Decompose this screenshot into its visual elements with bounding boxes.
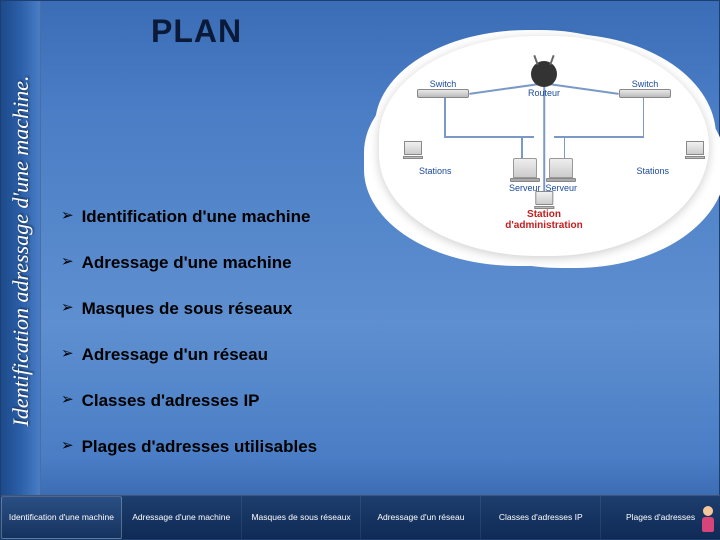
bullet-text: Plages d'adresses utilisables <box>82 436 318 458</box>
bullet-list: ➢ Identification d'une machine ➢ Adressa… <box>61 206 441 483</box>
switch-icon <box>417 89 469 98</box>
switch-icon <box>619 89 671 98</box>
admin-label-1: Station <box>505 209 582 220</box>
bullet-arrow-icon: ➢ <box>61 252 74 272</box>
admin-station: Station d'administration <box>505 191 582 231</box>
station-icon <box>403 141 423 159</box>
nav-item-adressage-reseau[interactable]: Adressage d'un réseau <box>361 496 481 539</box>
net-line <box>444 96 446 138</box>
stations-label: Stations <box>636 166 669 176</box>
switch-label: Switch <box>619 79 671 89</box>
station-icon <box>685 141 705 159</box>
station-icon <box>535 191 553 205</box>
nav-label: Masques de sous réseaux <box>251 512 350 522</box>
net-line <box>521 136 523 158</box>
sidebar: Identification adressage d'une machine. <box>1 1 41 496</box>
nav-item-masques[interactable]: Masques de sous réseaux <box>242 496 362 539</box>
bullet-arrow-icon: ➢ <box>61 206 74 226</box>
server-right: Serveur <box>545 158 577 193</box>
router-node: Routeur <box>528 61 560 98</box>
bullet-text: Identification d'une machine <box>82 206 311 228</box>
nav-item-adressage-machine[interactable]: Adressage d'une machine <box>122 496 242 539</box>
switch-label: Switch <box>417 79 469 89</box>
nav-label: Classes d'adresses IP <box>499 512 583 522</box>
nav-label: Plages d'adresses <box>626 512 695 522</box>
bullet-item: ➢ Masques de sous réseaux <box>61 298 441 320</box>
nav-label: Identification d'une machine <box>9 512 114 522</box>
net-line <box>643 96 645 138</box>
net-line <box>554 136 644 138</box>
bullet-text: Adressage d'une machine <box>82 252 292 274</box>
bullet-text: Adressage d'un réseau <box>82 344 268 366</box>
server-icon <box>513 158 537 178</box>
bullet-item: ➢ Identification d'une machine <box>61 206 441 228</box>
slide-title: PLAN <box>151 13 242 50</box>
bullet-item: ➢ Adressage d'une machine <box>61 252 441 274</box>
bullet-arrow-icon: ➢ <box>61 436 74 456</box>
bullet-arrow-icon: ➢ <box>61 390 74 410</box>
router-label: Routeur <box>528 88 560 98</box>
sidebar-title: Identification adressage d'une machine. <box>8 76 34 427</box>
switch-right: Switch <box>619 78 671 98</box>
nav-label: Adressage d'une machine <box>132 512 230 522</box>
bottom-nav: Identification d'une machine Adressage d… <box>1 495 720 539</box>
bullet-item: ➢ Plages d'adresses utilisables <box>61 436 441 458</box>
stations-label: Stations <box>419 166 452 176</box>
bullet-arrow-icon: ➢ <box>61 298 74 318</box>
slide: Identification adressage d'une machine. … <box>0 0 720 540</box>
router-icon <box>531 61 557 87</box>
bullet-arrow-icon: ➢ <box>61 344 74 364</box>
bullet-text: Classes d'adresses IP <box>82 390 260 412</box>
admin-label-2: d'administration <box>505 220 582 231</box>
net-line <box>564 136 566 158</box>
bullet-text: Masques de sous réseaux <box>82 298 293 320</box>
bullet-item: ➢ Adressage d'un réseau <box>61 344 441 366</box>
switch-left: Switch <box>417 78 469 98</box>
server-left: Serveur <box>509 158 541 193</box>
nav-item-identification[interactable]: Identification d'une machine <box>1 496 122 539</box>
nav-item-classes[interactable]: Classes d'adresses IP <box>481 496 601 539</box>
mascot-icon <box>699 506 717 538</box>
bullet-item: ➢ Classes d'adresses IP <box>61 390 441 412</box>
nav-label: Adressage d'un réseau <box>377 512 464 522</box>
server-icon <box>549 158 573 178</box>
